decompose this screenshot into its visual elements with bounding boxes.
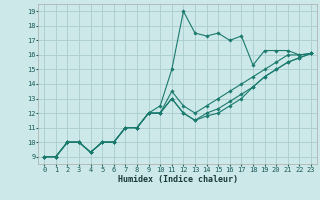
- X-axis label: Humidex (Indice chaleur): Humidex (Indice chaleur): [118, 175, 238, 184]
